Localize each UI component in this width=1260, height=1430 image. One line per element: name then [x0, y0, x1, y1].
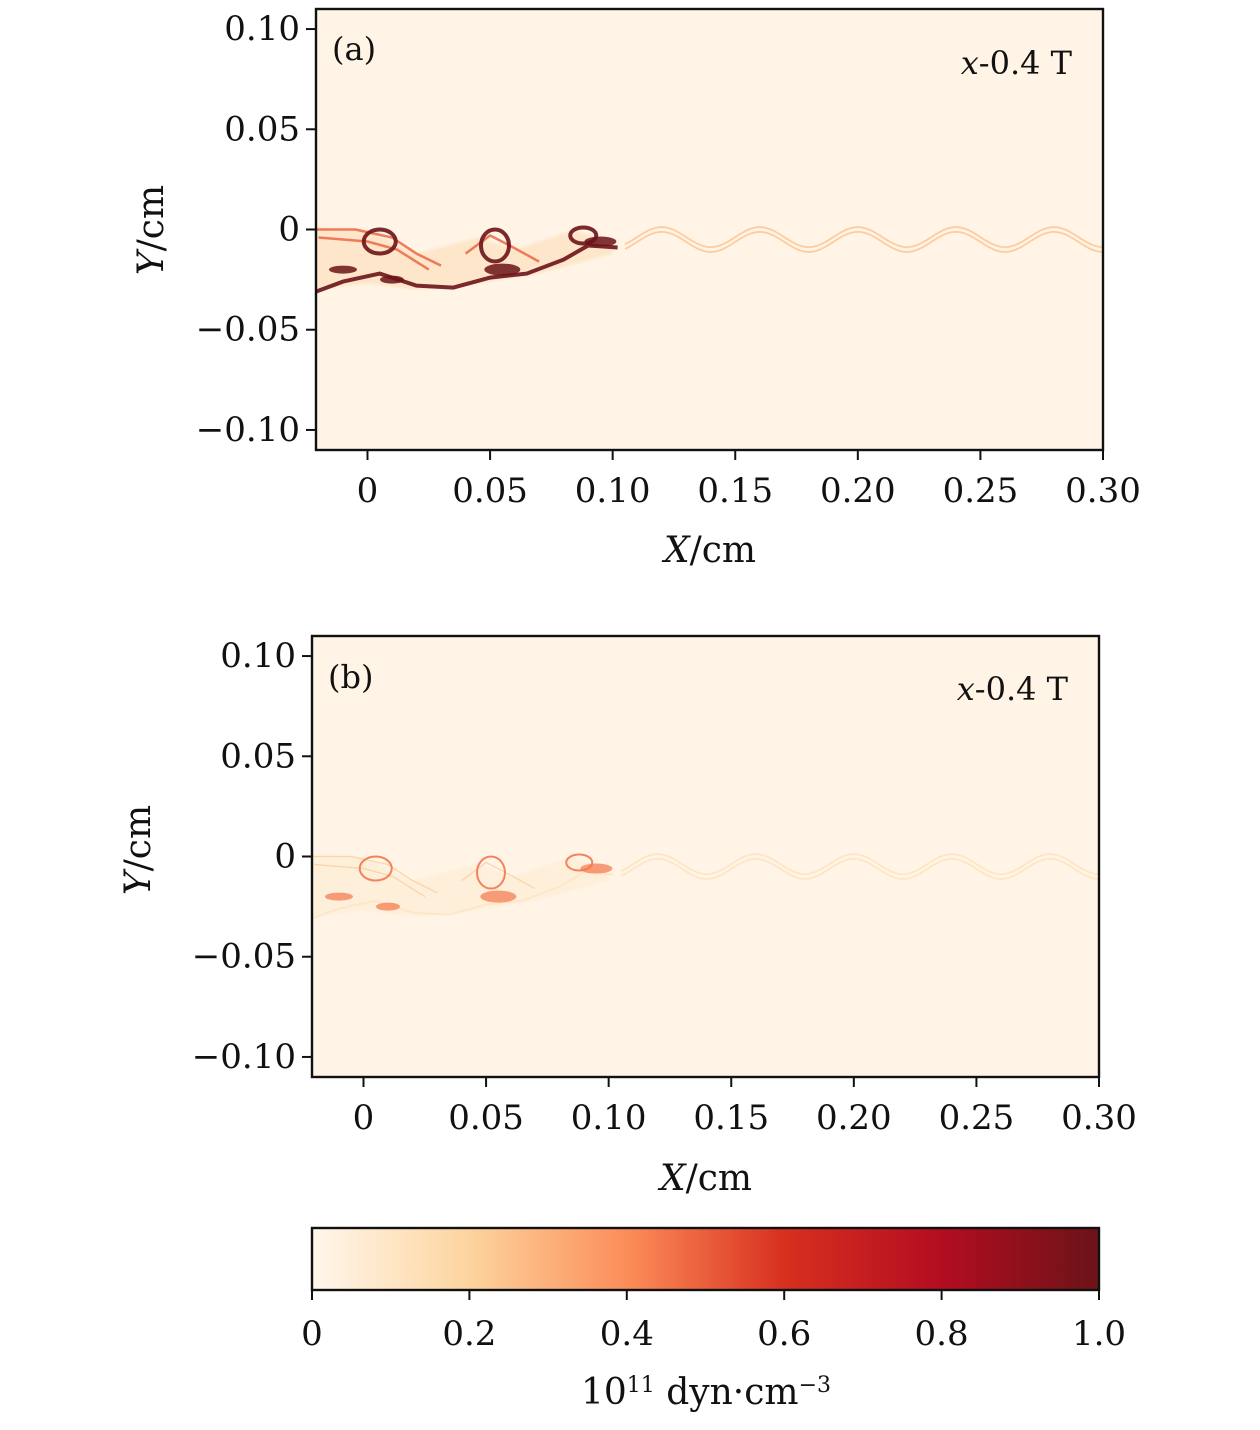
panel-a-label: (a)	[332, 30, 376, 68]
x-tick-label: 0.05	[448, 1098, 524, 1138]
panel-a-y-axis-label: Y/cm	[131, 185, 172, 275]
colorbar-label: 1011 dyn·cm−3	[581, 1372, 831, 1413]
panel-b: 0 0.05 0.10 0.15 0.20 0.25 0.30 0.10 0.05 0 −0.05…	[118, 634, 1137, 1199]
x-tick-label: 0.20	[816, 1098, 892, 1138]
y-tick-label: −0.10	[192, 1037, 296, 1077]
y-tick-label: 0	[278, 210, 300, 250]
x-tick-label: 0.30	[1061, 1098, 1137, 1138]
y-tick-label: 0.10	[224, 9, 300, 49]
panel-b-x-ticks: 0 0.05 0.10 0.15 0.20 0.25 0.30	[353, 1077, 1137, 1138]
mixing-streak	[314, 863, 426, 898]
colorbar: 0 0.2 0.4 0.6 0.8 1.0 1011 dyn·cm−3	[301, 1226, 1126, 1413]
x-tick-label: 0.05	[452, 471, 528, 511]
x-tick-label: 0.25	[939, 1098, 1015, 1138]
panel-b-annotation: x-0.4 T	[957, 670, 1069, 708]
dense-spot	[484, 263, 521, 276]
interface-wave-line	[624, 226, 1104, 249]
dense-spot	[380, 275, 405, 284]
lower-mixing-boundary	[311, 871, 614, 920]
dense-spot	[376, 902, 401, 911]
y-tick-label: −0.05	[196, 310, 300, 350]
colorbar-tick-label: 0.4	[600, 1314, 654, 1354]
colorbar-tick-label: 0	[301, 1314, 323, 1354]
vortex-roll	[475, 855, 506, 890]
mixing-streak	[464, 234, 540, 263]
panel-b-heatmap-features	[311, 853, 1100, 920]
vortex-roll	[565, 853, 594, 872]
panel-b-background	[312, 636, 1099, 1077]
y-tick-label: 0.05	[224, 109, 300, 149]
dense-spot	[328, 265, 357, 274]
x-tick-label: 0.15	[693, 1098, 769, 1138]
colorbar-tick-label: 0.2	[442, 1314, 496, 1354]
panel-a-x-ticks: 0 0.05 0.10 0.15 0.20 0.25 0.30	[357, 450, 1141, 511]
y-tick-label: 0.05	[220, 736, 296, 776]
vortex-roll	[568, 225, 599, 246]
x-tick-label: 0.10	[575, 471, 651, 511]
colorbar-tick-label: 0.6	[757, 1314, 811, 1354]
dense-spot	[584, 236, 617, 247]
mixing-streak	[318, 236, 430, 271]
vortex-roll	[478, 227, 511, 264]
colorbar-tick-label: 0.8	[915, 1314, 969, 1354]
panel-a-y-ticks: 0.10 0.05 0 −0.05 −0.10	[196, 9, 316, 450]
interface-wave-line	[620, 853, 1100, 876]
y-tick-label: −0.05	[192, 937, 296, 977]
panel-a-annotation: x-0.4 T	[961, 44, 1073, 82]
panel-a-heatmap-features	[315, 225, 1104, 294]
dense-spot	[480, 890, 517, 903]
mixing-streak	[316, 228, 442, 267]
panel-a-background	[316, 9, 1103, 450]
panel-b-y-axis-label: Y/cm	[118, 805, 159, 895]
vortex-roll	[361, 227, 398, 256]
colorbar-gradient	[310, 1226, 1101, 1292]
mixing-zone-haze	[312, 854, 609, 917]
panel-b-y-ticks: 0.10 0.05 0 −0.05 −0.10	[192, 636, 312, 1077]
interface-wave-line	[620, 857, 1100, 880]
y-tick-label: 0.10	[220, 636, 296, 676]
x-tick-label: 0.20	[820, 471, 896, 511]
panel-a: 0 0.05 0.10 0.15 0.20 0.25 0.30 0.10 0.05 0 −0.05…	[131, 7, 1141, 571]
vortex-roll	[358, 855, 393, 882]
panel-b-label: (b)	[328, 658, 373, 696]
y-tick-label: −0.10	[196, 410, 300, 450]
colorbar-tick-label: 1.0	[1072, 1314, 1126, 1354]
dense-spot	[324, 892, 353, 901]
lower-mixing-boundary	[315, 243, 618, 294]
x-tick-label: 0	[357, 471, 379, 511]
mixing-zone-haze	[316, 227, 613, 290]
panel-b-x-axis-label: X/cm	[657, 1158, 752, 1199]
x-tick-label: 0.10	[571, 1098, 647, 1138]
x-tick-label: 0.25	[943, 471, 1019, 511]
dense-spot	[580, 863, 613, 874]
panel-a-x-axis-label: X/cm	[661, 530, 756, 571]
x-tick-label: 0.30	[1065, 471, 1141, 511]
interface-wave-line	[624, 230, 1104, 253]
mixing-streak	[461, 861, 536, 890]
x-tick-label: 0	[353, 1098, 375, 1138]
mixing-streak	[312, 855, 438, 894]
colorbar-ticks: 0 0.2 0.4 0.6 0.8 1.0	[301, 1290, 1126, 1354]
x-tick-label: 0.15	[697, 471, 773, 511]
y-tick-label: 0	[274, 837, 296, 877]
